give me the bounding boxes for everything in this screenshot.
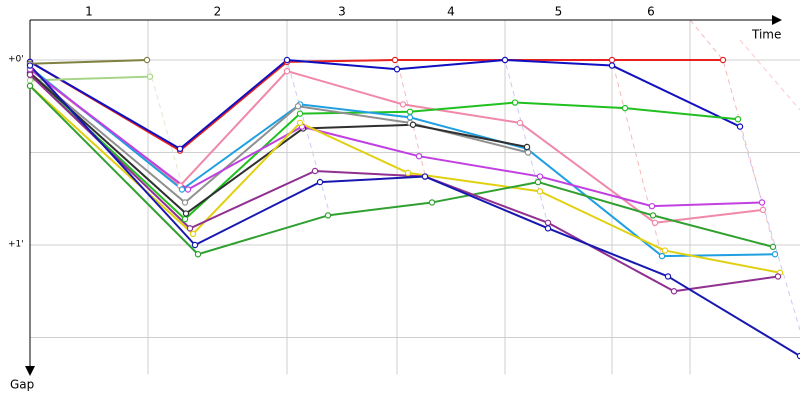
point-marker bbox=[736, 123, 744, 130]
series-line bbox=[29, 64, 800, 357]
point-marker bbox=[758, 199, 766, 206]
point-marker bbox=[393, 66, 401, 73]
x-axis-arrow bbox=[772, 15, 782, 25]
point-marker bbox=[621, 104, 629, 112]
lap-line bbox=[739, 126, 800, 331]
point-marker bbox=[428, 199, 436, 206]
point-marker bbox=[296, 119, 304, 127]
series-line bbox=[29, 59, 148, 65]
point-marker bbox=[658, 252, 666, 260]
point-marker bbox=[544, 225, 552, 232]
series-line bbox=[29, 59, 741, 150]
point-marker bbox=[194, 251, 202, 258]
point-marker bbox=[524, 149, 532, 156]
lap-line bbox=[689, 19, 776, 251]
point-marker bbox=[651, 219, 659, 226]
point-marker bbox=[311, 167, 319, 175]
x-axis-title: Time bbox=[751, 28, 781, 42]
point-marker bbox=[523, 143, 531, 151]
point-marker bbox=[409, 121, 417, 128]
point-marker bbox=[26, 82, 34, 90]
point-marker bbox=[608, 56, 616, 64]
point-marker bbox=[406, 108, 414, 116]
lap-label: 4 bbox=[447, 5, 455, 19]
lap-line bbox=[286, 20, 331, 216]
point-marker bbox=[536, 173, 544, 180]
series-line bbox=[29, 72, 529, 204]
lap-label: 5 bbox=[555, 5, 563, 19]
point-marker bbox=[534, 178, 542, 186]
lap-label: 3 bbox=[338, 5, 346, 19]
point-marker bbox=[511, 99, 519, 106]
point-marker bbox=[406, 114, 414, 121]
point-marker bbox=[649, 212, 657, 219]
point-marker bbox=[501, 56, 509, 64]
point-marker bbox=[178, 186, 186, 193]
point-marker bbox=[316, 178, 324, 186]
point-marker bbox=[26, 71, 34, 79]
point-marker bbox=[404, 169, 412, 177]
point-marker bbox=[661, 247, 669, 254]
y-tick-label: +0' bbox=[8, 55, 24, 65]
point-marker bbox=[143, 56, 151, 64]
series-line bbox=[29, 75, 151, 82]
lap-line bbox=[146, 59, 183, 186]
point-marker bbox=[421, 173, 429, 180]
point-marker bbox=[184, 186, 192, 193]
point-marker bbox=[294, 103, 302, 110]
point-marker bbox=[399, 101, 407, 108]
point-marker bbox=[324, 212, 332, 219]
point-marker bbox=[769, 243, 777, 251]
point-marker bbox=[415, 152, 423, 160]
point-marker bbox=[670, 288, 678, 295]
point-marker bbox=[191, 241, 199, 249]
point-marker bbox=[296, 110, 304, 117]
point-marker bbox=[181, 199, 189, 206]
point-marker bbox=[544, 219, 552, 226]
point-marker bbox=[182, 210, 190, 217]
point-marker bbox=[734, 115, 742, 123]
point-marker bbox=[186, 225, 194, 232]
point-marker bbox=[516, 119, 524, 127]
point-marker bbox=[796, 352, 800, 360]
y-tick-label: +1' bbox=[8, 240, 24, 250]
point-marker bbox=[391, 56, 399, 64]
y-axis-arrow bbox=[25, 366, 35, 376]
point-marker bbox=[771, 251, 779, 258]
lap-label: 1 bbox=[85, 5, 93, 19]
series-line bbox=[29, 59, 723, 152]
point-marker bbox=[719, 56, 727, 64]
point-marker bbox=[26, 62, 34, 69]
lap-line bbox=[739, 39, 800, 111]
point-marker bbox=[176, 145, 184, 152]
point-marker bbox=[283, 67, 291, 75]
y-axis-title: Gap bbox=[10, 378, 34, 392]
lap-lines bbox=[146, 19, 800, 331]
point-marker bbox=[26, 77, 34, 84]
point-marker bbox=[283, 56, 291, 64]
point-marker bbox=[759, 206, 767, 214]
series-line bbox=[29, 66, 776, 258]
point-marker bbox=[648, 202, 656, 210]
point-marker bbox=[608, 62, 616, 69]
point-marker bbox=[536, 188, 544, 195]
point-marker bbox=[664, 273, 672, 280]
lap-label: 2 bbox=[214, 5, 222, 19]
point-marker bbox=[181, 215, 189, 223]
point-marker bbox=[774, 273, 782, 280]
point-marker bbox=[189, 230, 197, 238]
point-marker bbox=[146, 73, 154, 80]
lap-label: 6 bbox=[647, 5, 655, 19]
